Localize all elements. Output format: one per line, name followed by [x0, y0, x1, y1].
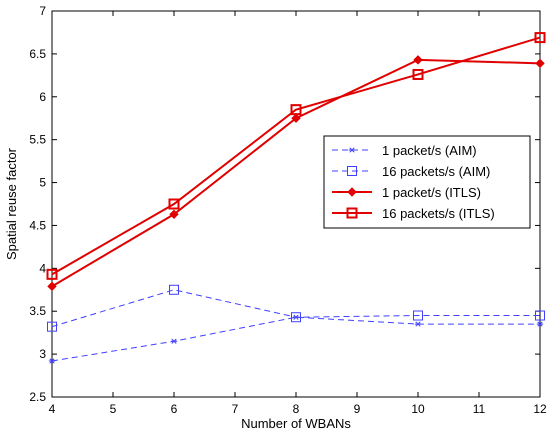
diamond-marker [347, 187, 357, 197]
square-marker [291, 312, 301, 323]
square-marker [346, 207, 358, 219]
series-4 [46, 32, 546, 280]
series-3 [47, 55, 545, 292]
legend-item: 16 packets/s (AIM) [332, 164, 490, 179]
y-tick-label: 5.5 [29, 133, 46, 147]
series-2 [47, 284, 545, 332]
asterisk-marker [170, 338, 178, 344]
diamond-marker [169, 209, 179, 220]
square-marker [169, 284, 179, 295]
legend-label: 16 packets/s (ITLS) [382, 206, 495, 221]
square-marker [47, 321, 57, 332]
y-tick-label: 6.5 [29, 47, 46, 61]
y-tick-label: 4.5 [29, 218, 46, 232]
asterisk-marker [48, 358, 56, 364]
series-1 [48, 314, 544, 364]
y-tick-label: 5 [39, 176, 46, 190]
axis-ticks: 4 5 6 7 8 9 10 11 12 2.5 3 3.5 4 4.5 5 5.5 6 6.5 7 [29, 4, 547, 416]
y-tick-label: 3.5 [29, 304, 46, 318]
square-marker [46, 268, 58, 280]
legend-item: 1 packet/s (ITLS) [332, 185, 481, 200]
x-tick-label: 11 [473, 402, 486, 416]
square-marker [535, 310, 545, 321]
asterisk-marker [536, 321, 544, 327]
legend: 1 packet/s (AIM) 16 packets/s (AIM) 1 pack… [323, 135, 531, 229]
square-marker [413, 310, 423, 321]
y-axis-title: Spatial reuse factor [4, 147, 19, 260]
y-tick-label: 3 [39, 347, 46, 361]
square-marker [347, 166, 357, 176]
series-line [51, 36, 541, 276]
y-tick-label: 7 [39, 4, 46, 18]
legend-label: 1 packet/s (ITLS) [382, 185, 481, 200]
square-marker [534, 32, 546, 44]
diamond-marker [291, 113, 301, 123]
x-tick-label: 5 [110, 402, 117, 416]
legend-item: 1 packet/s (AIM) [332, 143, 477, 158]
x-tick-label: 10 [411, 402, 425, 416]
x-tick-label: 7 [232, 402, 239, 416]
square-marker [168, 198, 180, 210]
legend-label: 1 packet/s (AIM) [382, 143, 477, 158]
square-marker [412, 68, 424, 80]
square-marker [290, 104, 302, 116]
legend-label: 16 packets/s (AIM) [382, 164, 490, 179]
asterisk-marker [348, 147, 356, 153]
asterisk-marker [414, 321, 422, 327]
x-axis-title: Number of WBANs [241, 416, 351, 431]
y-tick-label: 4 [39, 261, 46, 275]
diamond-marker [413, 55, 423, 65]
series-layer [46, 32, 546, 364]
x-tick-label: 8 [293, 402, 300, 416]
x-tick-label: 9 [354, 402, 361, 416]
series-line [51, 316, 540, 362]
diamond-marker [47, 281, 57, 292]
y-tick-label: 6 [39, 90, 46, 104]
series-line [51, 289, 540, 328]
x-tick-label: 4 [49, 402, 56, 416]
x-tick-label: 12 [533, 402, 547, 416]
diamond-marker [535, 58, 545, 69]
y-tick-label: 2.5 [29, 390, 46, 404]
legend-item: 16 packets/s (ITLS) [332, 206, 495, 221]
x-tick-label: 6 [171, 402, 178, 416]
